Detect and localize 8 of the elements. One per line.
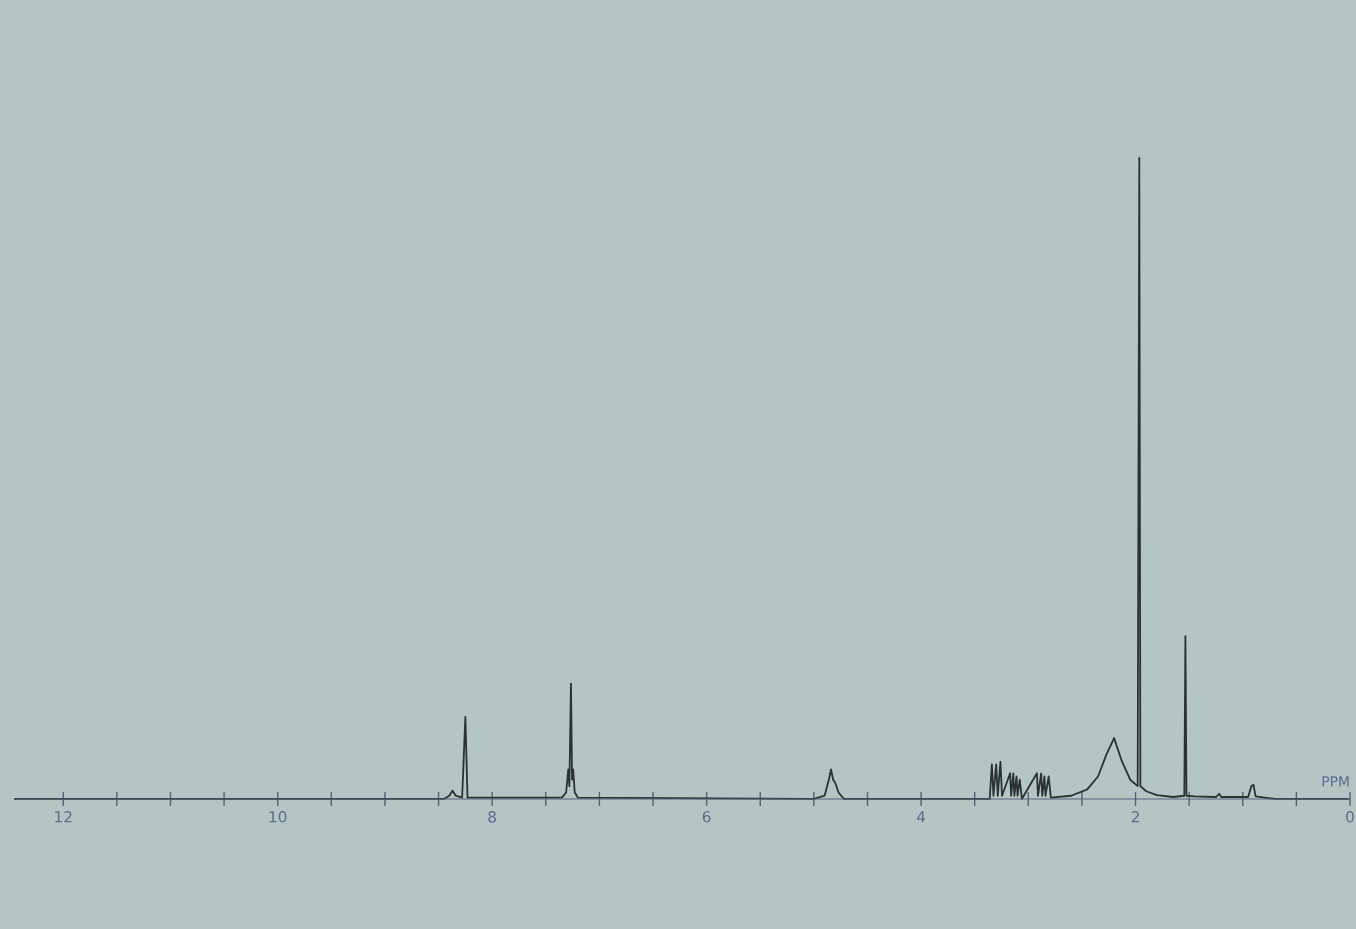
x-tick-label: 10: [269, 811, 287, 823]
x-tick-label: 8: [488, 811, 496, 823]
x-tick-label: 2: [1131, 811, 1139, 823]
x-tick-label: 4: [916, 811, 926, 823]
x-axis-title: PPM: [1322, 776, 1349, 787]
x-tick-label: 6: [702, 811, 711, 823]
x-tick-label: 12: [55, 811, 72, 823]
x-tick-label: 0: [1346, 811, 1354, 823]
